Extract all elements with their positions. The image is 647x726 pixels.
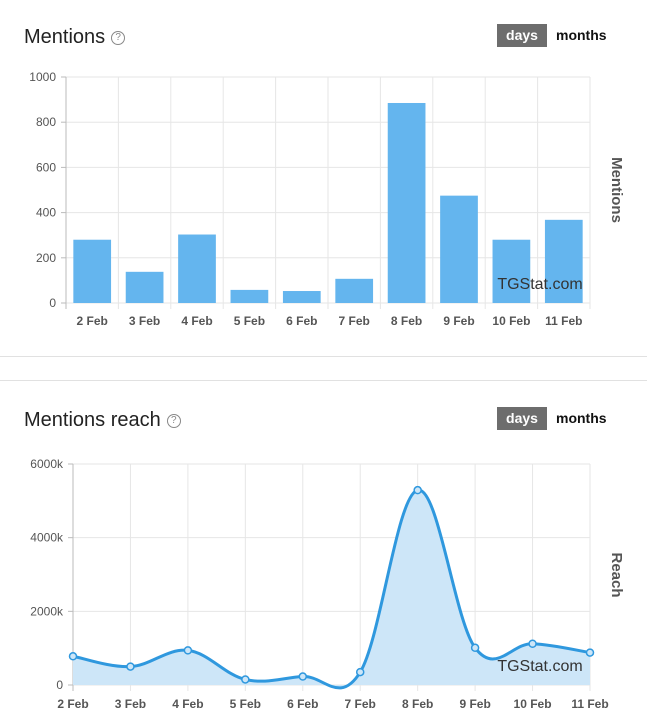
x-tick-label: 8 Feb — [391, 314, 422, 328]
reach-period-toggle: days months — [497, 407, 607, 430]
help-icon[interactable]: ? — [111, 30, 126, 45]
bar — [73, 239, 112, 303]
y-tick-label: 1000 — [29, 70, 56, 84]
y-tick-label: 600 — [36, 160, 56, 174]
data-point — [528, 639, 537, 648]
days-button[interactable]: days — [497, 24, 547, 47]
y-axis-label: Mentions — [608, 157, 625, 223]
data-point — [298, 672, 308, 681]
x-tick-label: 3 Feb — [129, 314, 160, 328]
months-button[interactable]: months — [556, 410, 607, 426]
y-axis-label: Reach — [608, 552, 625, 597]
x-tick-label: 10 Feb — [492, 314, 530, 328]
mentions-panel: Mentions ? days months — [0, 0, 647, 357]
bar — [544, 219, 583, 303]
y-tick-label: 0 — [56, 678, 63, 692]
x-tick-label: 6 Feb — [286, 314, 317, 328]
help-icon[interactable]: ? — [166, 413, 181, 428]
data-point — [183, 646, 193, 655]
bar — [125, 271, 164, 303]
y-tick-label: 4000k — [30, 531, 64, 545]
mentions-title: Mentions ? — [24, 26, 126, 49]
reach-title: Mentions reach ? — [24, 409, 181, 432]
watermark: TGStat.com — [497, 276, 582, 293]
data-point — [413, 485, 422, 495]
bar — [230, 289, 269, 303]
bar — [178, 234, 216, 303]
x-tick-label: 8 Feb — [402, 697, 433, 711]
y-tick-label: 400 — [36, 206, 56, 220]
x-tick-label: 11 Feb — [545, 314, 582, 328]
data-point — [355, 667, 365, 677]
y-tick-label: 0 — [49, 296, 56, 310]
x-tick-label: 7 Feb — [345, 697, 376, 711]
reach-area-fill — [73, 490, 590, 688]
x-tick-label: 9 Feb — [459, 697, 490, 711]
data-point — [241, 675, 250, 684]
y-tick-label: 2000k — [30, 604, 64, 618]
x-tick-label: 6 Feb — [287, 697, 318, 711]
mentions-period-toggle: days months — [497, 24, 607, 47]
x-tick-label: 2 Feb — [77, 314, 108, 328]
data-point — [585, 648, 595, 657]
bar — [335, 278, 374, 303]
x-tick-label: 5 Feb — [234, 314, 265, 328]
x-tick-label: 3 Feb — [115, 697, 146, 711]
data-point — [470, 643, 480, 653]
x-tick-label: 4 Feb — [181, 314, 212, 328]
mentions-bar-chart: 0 200 400 600 800 1000 2 Feb 3 Feb 4 Feb 5 Feb 6 F… — [29, 70, 625, 328]
bar — [440, 195, 478, 303]
x-tick-label: 7 Feb — [339, 314, 370, 328]
y-tick-label: 6000k — [30, 457, 64, 471]
y-tick-label: 200 — [36, 251, 56, 265]
months-button[interactable]: months — [556, 27, 607, 43]
x-tick-label: 4 Feb — [172, 697, 203, 711]
bar — [387, 102, 426, 304]
y-tick-label: 800 — [36, 115, 56, 129]
days-button[interactable]: days — [497, 407, 547, 430]
x-tick-label: 9 Feb — [443, 314, 474, 328]
data-point — [126, 662, 135, 671]
x-tick-label: 10 Feb — [514, 697, 552, 711]
watermark: TGStat.com — [497, 658, 582, 675]
x-tick-label: 2 Feb — [57, 697, 88, 711]
data-point — [68, 652, 78, 661]
x-tick-label: 11 Feb — [571, 697, 608, 711]
bar — [492, 239, 531, 303]
x-tick-label: 5 Feb — [230, 697, 261, 711]
reach-area-chart: 0 2000k 4000k 6000k 2 Feb 3 Feb 4 Feb 5 Feb 6 Fe… — [30, 457, 625, 711]
bar — [282, 291, 321, 303]
reach-panel: Mentions reach ? days months — [0, 380, 647, 726]
